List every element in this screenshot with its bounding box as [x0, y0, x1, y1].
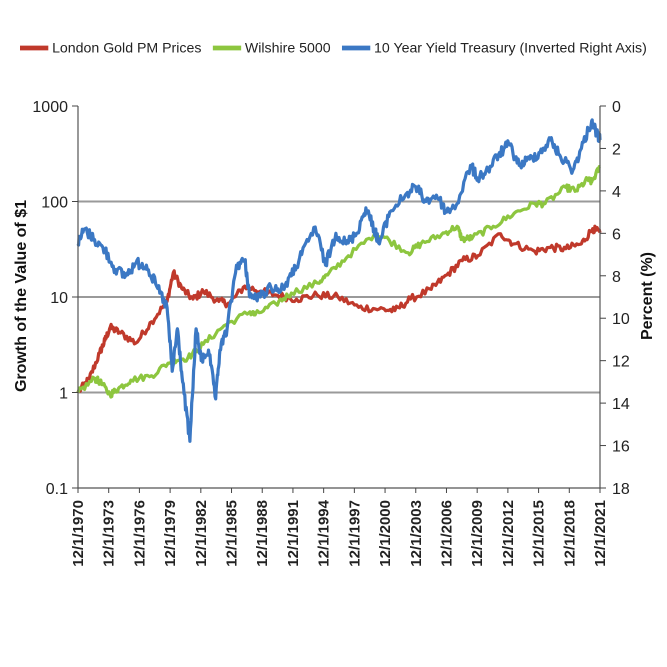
- y-tick-label: 10: [50, 290, 68, 307]
- series-line-2: [76, 165, 601, 399]
- series-line-3: [76, 118, 602, 443]
- y-axis-title: Growth of the Value of $1: [13, 200, 30, 392]
- x-tick-label: 12/1/2009: [469, 500, 486, 567]
- y-tick-label: 1: [59, 386, 68, 403]
- y2-tick-label: 14: [612, 396, 630, 413]
- series-layer: [76, 118, 602, 443]
- x-tick-label: 12/1/1973: [101, 500, 118, 567]
- x-tick-label: 12/1/2021: [592, 500, 609, 567]
- x-tick-label: 12/1/2003: [408, 500, 425, 567]
- legend-label-1: London Gold PM Prices: [52, 40, 201, 56]
- x-tick-label: 12/1/2015: [531, 500, 548, 567]
- left-axis-ticks: 1000 100 10 1 0.1: [32, 99, 78, 498]
- y-tick-label: 100: [41, 195, 68, 212]
- x-tick-label: 12/1/1982: [193, 500, 210, 567]
- x-tick-label: 12/1/2012: [500, 500, 517, 567]
- x-tick-label: 12/1/1994: [316, 499, 333, 566]
- y-tick-label: 1000: [32, 99, 68, 116]
- y2-tick-label: 8: [612, 269, 621, 286]
- x-tick-label: 12/1/1997: [346, 500, 363, 567]
- series-line-1: [76, 224, 602, 394]
- x-tick-label: 12/1/1991: [285, 500, 302, 567]
- x-axis-ticks: 12/1/1970 12/1/1973 12/1/1976 12/1/1979 12/1…: [70, 488, 609, 567]
- y2-tick-label: 0: [612, 99, 621, 116]
- legend-label-2: Wilshire 5000: [245, 40, 331, 56]
- y2-axis-title: Percent (%): [639, 252, 656, 340]
- x-tick-label: 12/1/1988: [254, 500, 271, 567]
- right-axis-ticks: 0 2 4 6 8 10 12 14 16 18: [600, 99, 630, 498]
- y2-tick-label: 16: [612, 439, 630, 456]
- x-tick-label: 12/1/2018: [561, 500, 578, 567]
- y2-tick-label: 6: [612, 226, 621, 243]
- y2-tick-label: 18: [612, 481, 630, 498]
- y2-tick-label: 4: [612, 184, 621, 201]
- x-tick-label: 12/1/2006: [438, 500, 455, 567]
- y2-tick-label: 2: [612, 141, 621, 158]
- x-tick-label: 12/1/1985: [224, 500, 241, 567]
- y2-tick-label: 12: [612, 354, 630, 371]
- y2-tick-label: 10: [612, 311, 630, 328]
- y-tick-label: 0.1: [46, 481, 68, 498]
- x-tick-label: 12/1/1970: [70, 500, 87, 567]
- x-tick-label: 12/1/1976: [131, 500, 148, 567]
- x-tick-label: 12/1/2000: [377, 500, 394, 567]
- x-tick-label: 12/1/1979: [162, 500, 179, 567]
- legend-label-3: 10 Year Yield Treasury (Inverted Right A…: [374, 40, 647, 56]
- legend: London Gold PM Prices Wilshire 5000 10 Yea…: [20, 40, 647, 56]
